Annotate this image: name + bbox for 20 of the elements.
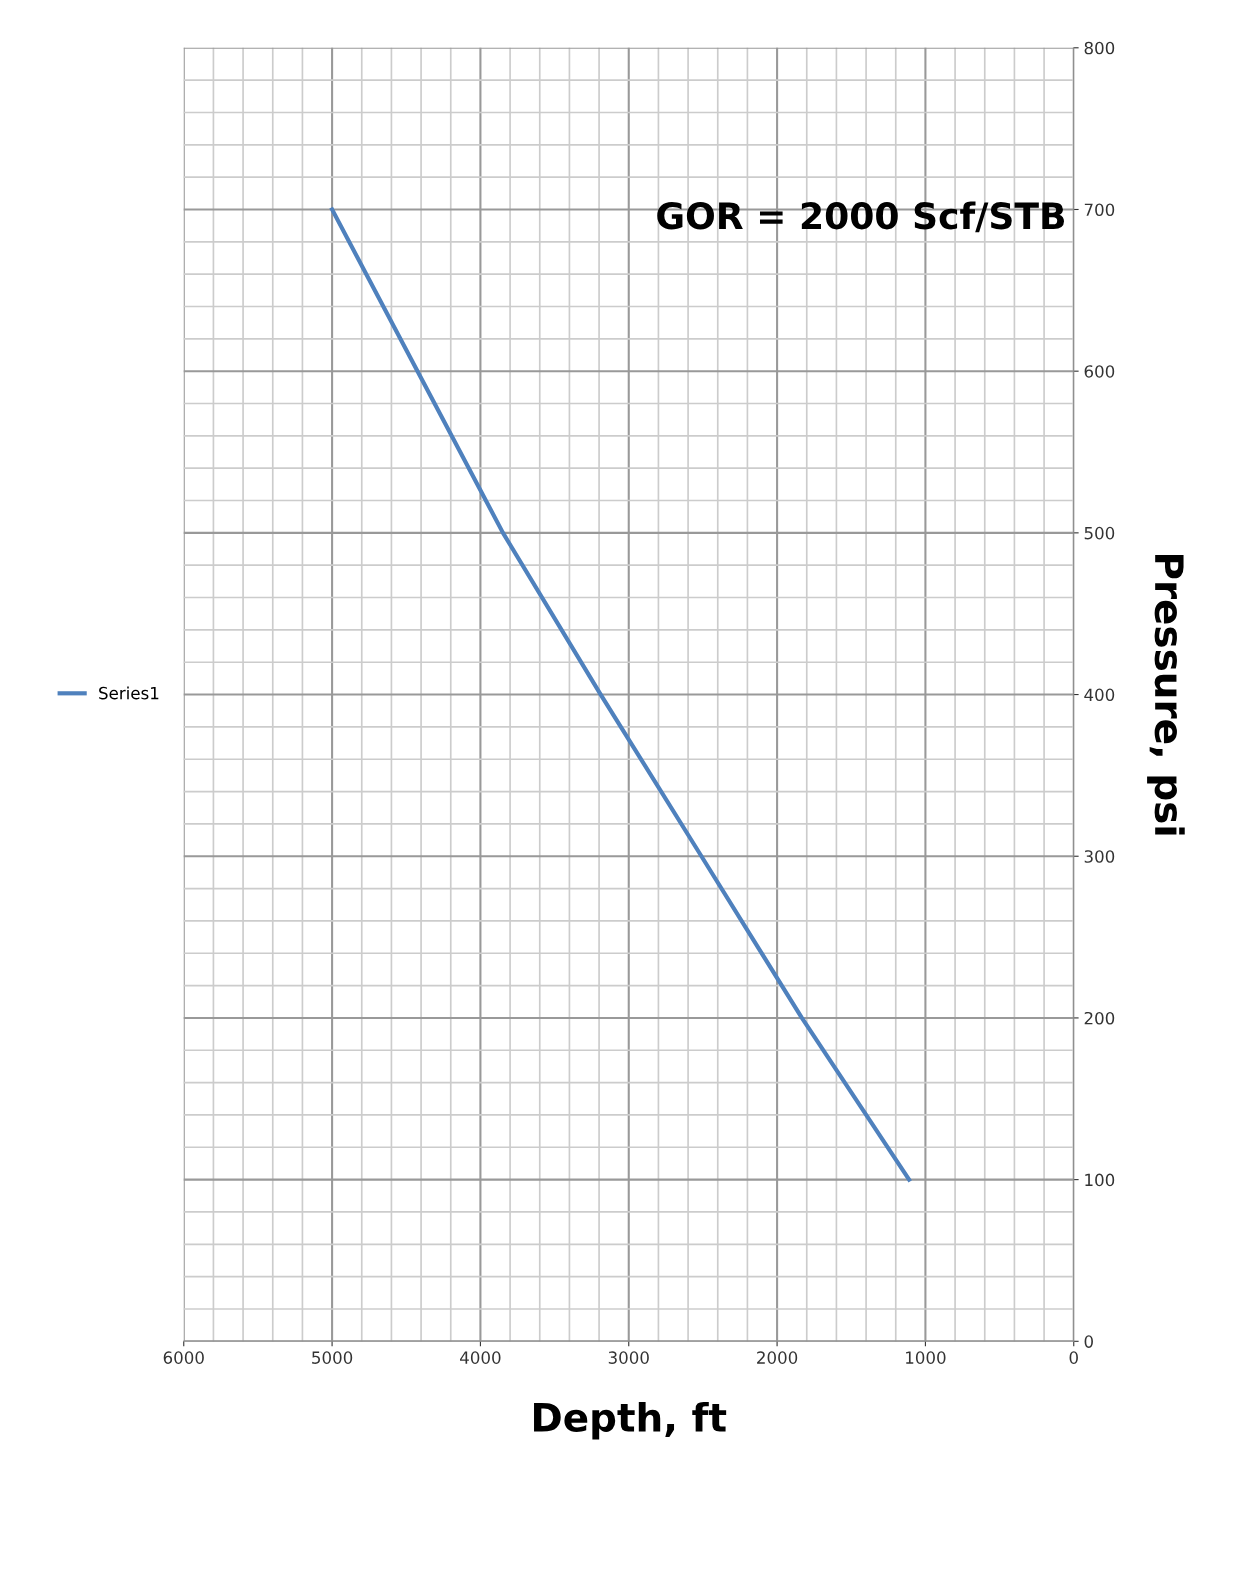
- y-tick-label: 500: [1084, 526, 1115, 540]
- y-tick-label: 300: [1084, 850, 1115, 863]
- x-tick-label: 0: [1069, 1351, 1078, 1364]
- y-tick-label: 800: [1084, 41, 1115, 55]
- y-tick-label: 100: [1085, 1173, 1115, 1187]
- x-tick-label: 6000: [163, 1351, 204, 1364]
- y-axis-title: Pressure, psi: [1147, 555, 1185, 835]
- x-axis-title: Depth, ft: [534, 1401, 727, 1440]
- x-tick-label: 2000: [757, 1351, 798, 1364]
- annotation: GOR = 2000 Scf/STB: [657, 201, 1065, 233]
- y-tick-label: 600: [1084, 365, 1115, 378]
- y-tick-label: 200: [1084, 1011, 1115, 1025]
- y-tick-label: 700: [1084, 203, 1115, 217]
- x-tick-label: 1000: [906, 1351, 946, 1364]
- y-tick-label: 400: [1084, 688, 1115, 702]
- legend-label: Series1: [99, 686, 159, 700]
- x-tick-label: 4000: [460, 1351, 501, 1364]
- x-tick-label: 5000: [312, 1351, 353, 1364]
- x-tick-label: 3000: [608, 1351, 649, 1364]
- y-tick-label: 0: [1084, 1335, 1093, 1348]
